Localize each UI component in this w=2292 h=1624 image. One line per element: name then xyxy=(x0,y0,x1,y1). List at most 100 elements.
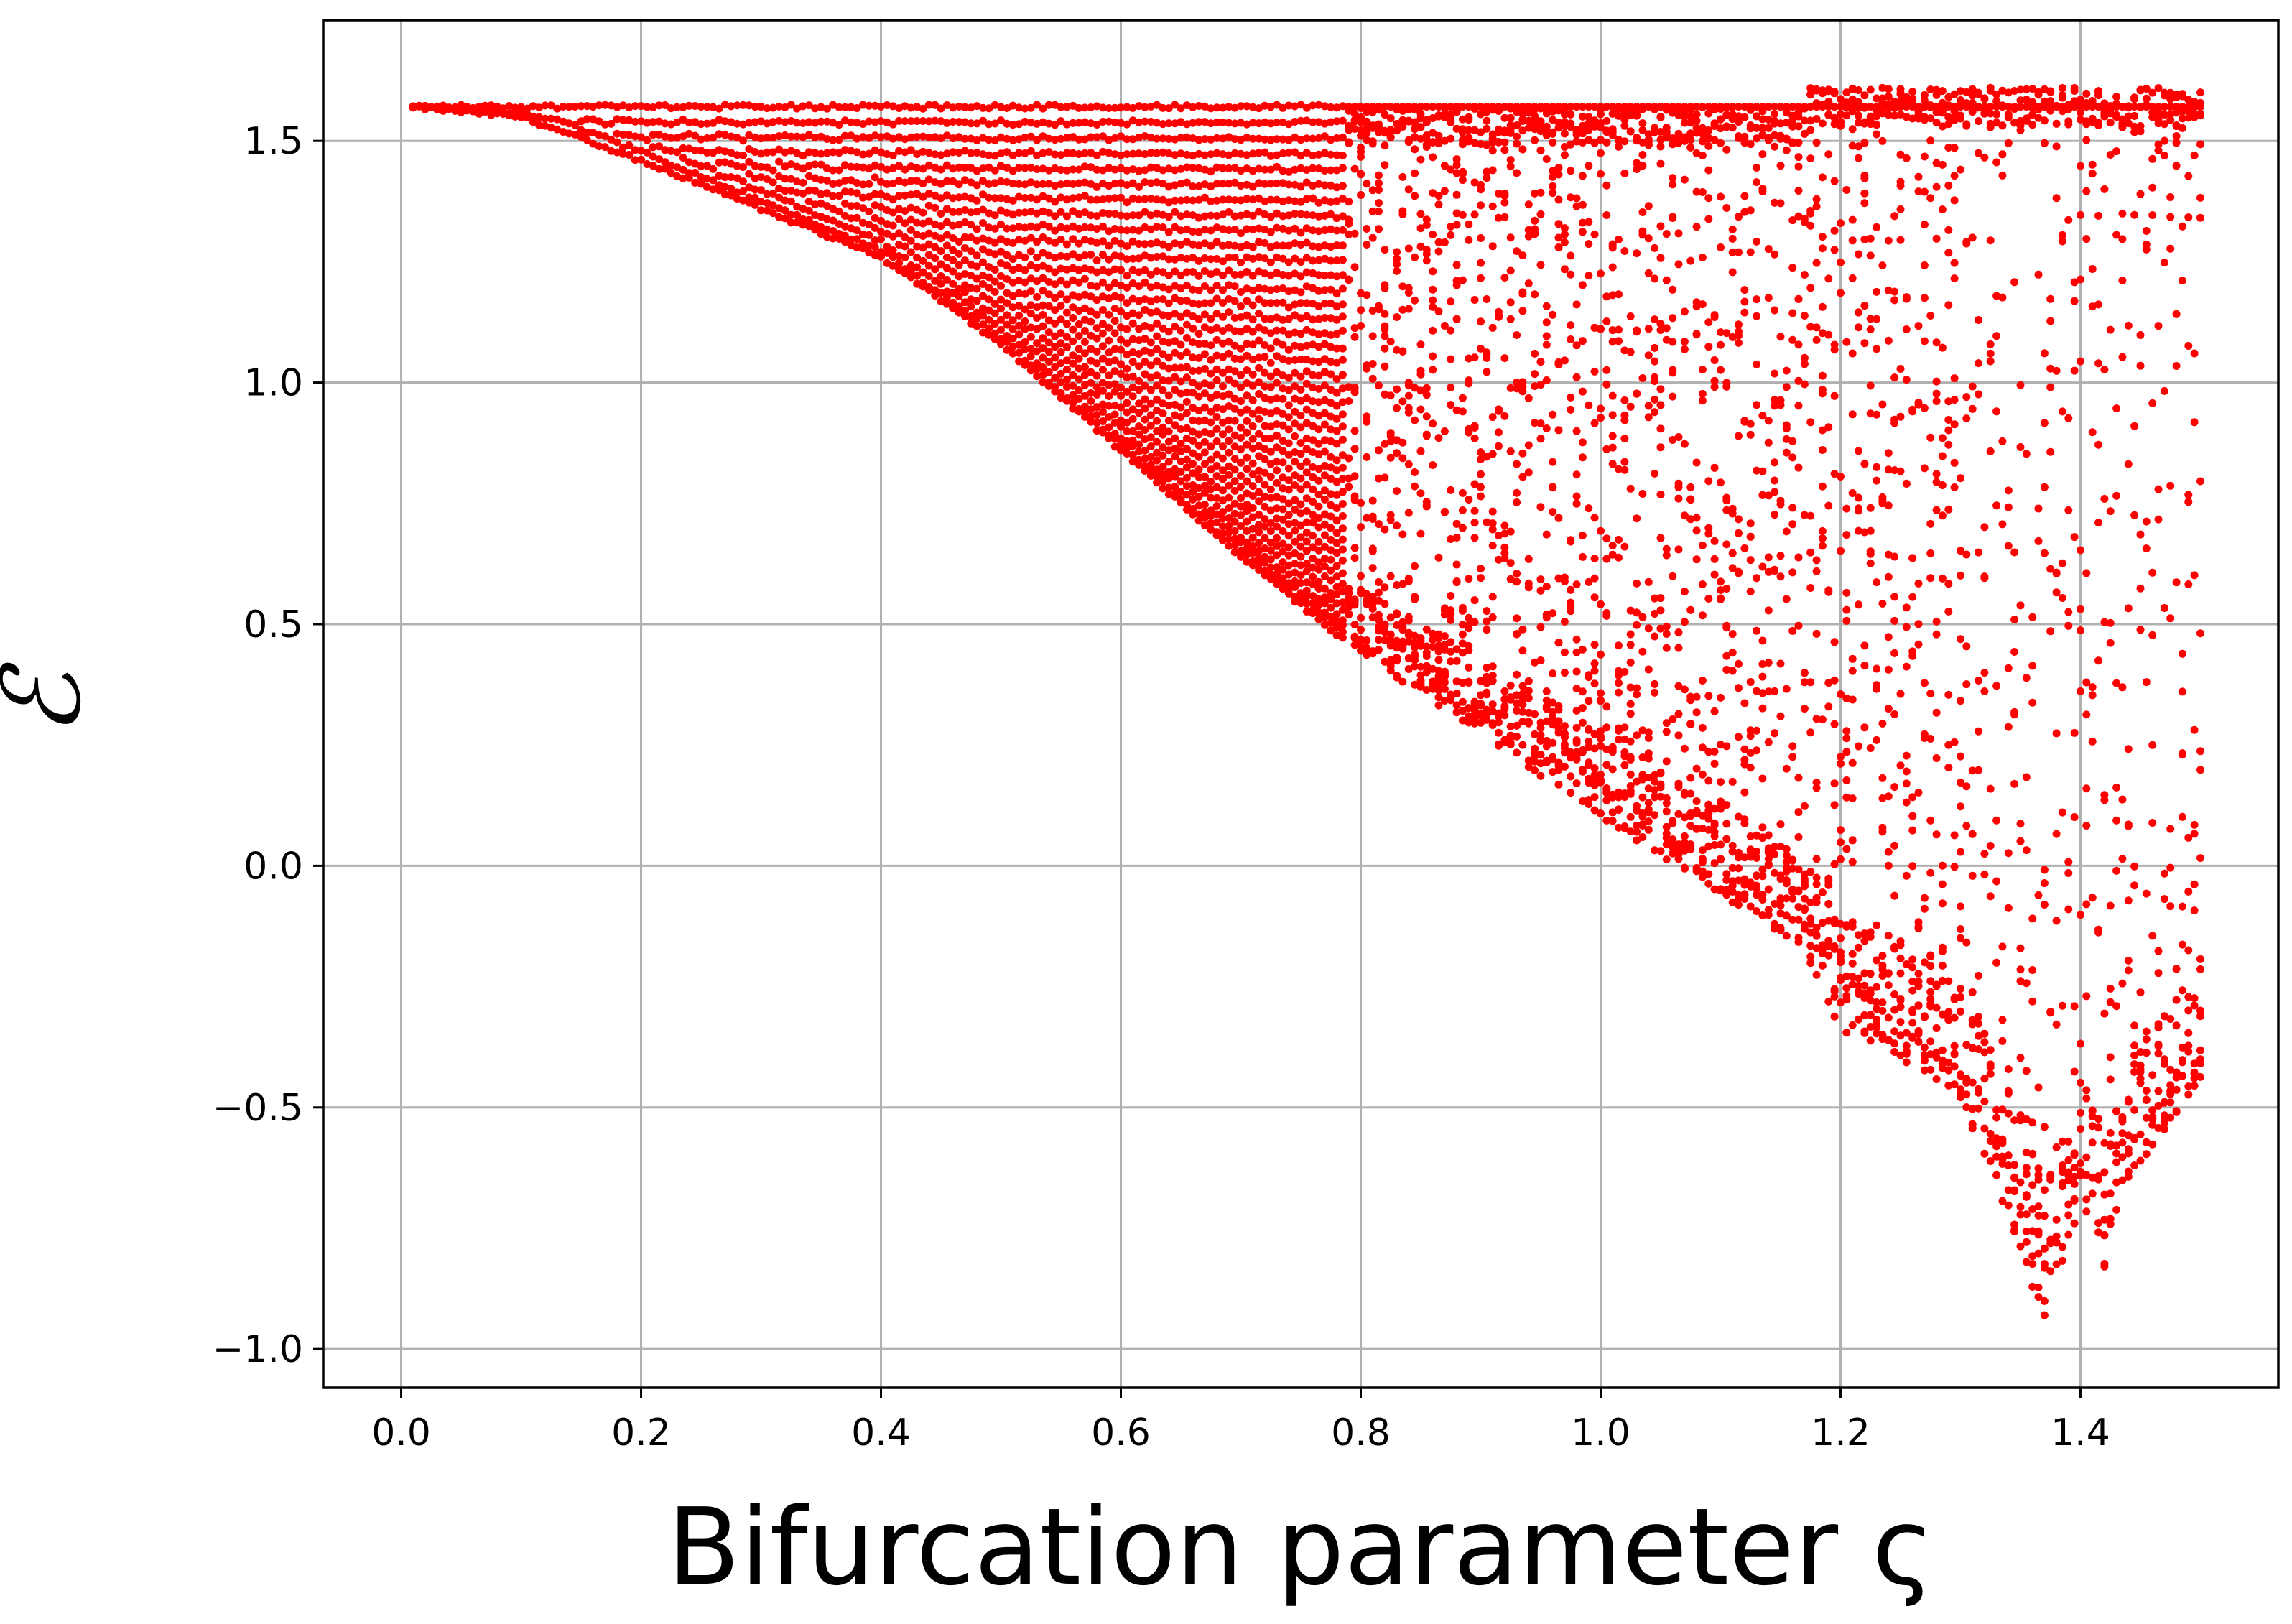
data-point xyxy=(985,273,993,282)
data-point xyxy=(1855,86,1862,94)
data-point xyxy=(1273,253,1281,261)
data-point xyxy=(1357,613,1365,622)
data-point xyxy=(1620,435,1629,443)
data-point xyxy=(1434,641,1443,650)
data-point xyxy=(1273,534,1281,542)
data-point xyxy=(1381,129,1389,137)
data-point xyxy=(1495,405,1503,414)
data-point xyxy=(901,207,909,215)
data-point xyxy=(1440,685,1449,693)
data-point xyxy=(1549,310,1557,319)
data-point xyxy=(1465,575,1473,583)
data-point xyxy=(1177,340,1185,349)
data-point xyxy=(1381,636,1389,644)
data-point xyxy=(1237,494,1245,502)
data-point xyxy=(1117,370,1125,378)
data-point xyxy=(1296,462,1305,470)
data-point xyxy=(1848,1021,1857,1029)
data-point xyxy=(1159,423,1167,432)
data-point xyxy=(985,248,993,256)
data-point xyxy=(1146,373,1155,382)
data-point xyxy=(1848,918,1857,927)
data-point xyxy=(1375,616,1383,624)
data-point xyxy=(1776,659,1785,668)
data-point xyxy=(840,238,849,246)
data-point xyxy=(1368,496,1377,505)
data-point xyxy=(1008,255,1017,264)
data-point xyxy=(817,213,825,221)
data-point xyxy=(1375,199,1383,208)
data-point xyxy=(702,175,711,183)
data-point xyxy=(1164,134,1173,143)
data-point xyxy=(1117,103,1125,112)
data-point xyxy=(1458,488,1467,497)
data-point xyxy=(1818,119,1827,128)
data-point xyxy=(1680,175,1689,184)
data-point xyxy=(1117,446,1125,455)
data-point xyxy=(1243,417,1251,425)
data-point xyxy=(1284,511,1293,519)
data-point xyxy=(931,286,939,294)
data-point xyxy=(1243,526,1251,535)
data-point xyxy=(1429,129,1437,137)
data-point xyxy=(1602,608,1611,617)
data-point xyxy=(1788,742,1797,751)
data-point xyxy=(990,224,999,233)
data-point xyxy=(1128,266,1137,274)
data-point xyxy=(859,101,867,109)
data-point xyxy=(1189,134,1197,142)
data-point xyxy=(1044,278,1053,286)
data-point xyxy=(1273,394,1281,403)
data-point xyxy=(1080,327,1089,335)
data-point xyxy=(1578,532,1587,540)
data-point xyxy=(1662,276,1671,284)
data-point xyxy=(1291,165,1299,174)
data-point xyxy=(1087,345,1095,353)
data-point xyxy=(1302,367,1311,376)
data-point xyxy=(937,297,945,305)
data-point xyxy=(829,119,838,127)
data-point xyxy=(1273,504,1281,513)
data-point xyxy=(1273,151,1281,159)
data-point xyxy=(1207,270,1215,279)
data-point xyxy=(906,215,915,224)
data-point xyxy=(1128,211,1137,220)
data-point xyxy=(1159,295,1167,304)
data-point xyxy=(1057,378,1065,386)
data-point xyxy=(1638,208,1647,216)
data-point xyxy=(727,149,736,157)
data-point xyxy=(835,207,843,215)
data-point xyxy=(1447,165,1455,174)
data-point xyxy=(1110,402,1119,410)
data-point xyxy=(1363,241,1371,249)
data-point xyxy=(1284,401,1293,409)
data-point xyxy=(997,305,1005,313)
data-point xyxy=(924,134,933,142)
data-point xyxy=(763,199,771,208)
data-point xyxy=(1327,535,1335,544)
data-point xyxy=(1855,154,1862,162)
data-point xyxy=(733,101,741,110)
data-point xyxy=(1051,198,1059,206)
data-point xyxy=(1092,371,1101,380)
data-point xyxy=(1171,166,1179,175)
data-point xyxy=(1327,118,1335,126)
data-point xyxy=(1806,914,1815,923)
data-point xyxy=(942,131,951,140)
data-point xyxy=(1243,225,1251,233)
data-point xyxy=(1171,386,1179,394)
data-point xyxy=(1590,793,1599,802)
data-point xyxy=(1128,405,1137,414)
data-point xyxy=(1818,302,1827,311)
data-point xyxy=(1429,683,1437,692)
data-point xyxy=(655,142,664,151)
data-point xyxy=(769,118,777,126)
data-point xyxy=(1776,333,1785,341)
data-point xyxy=(1110,134,1119,142)
data-point xyxy=(1717,595,1725,603)
data-point xyxy=(1320,119,1329,128)
data-point xyxy=(1189,488,1197,496)
data-point xyxy=(1422,384,1431,392)
data-point xyxy=(1465,679,1473,687)
data-point xyxy=(1051,164,1059,172)
